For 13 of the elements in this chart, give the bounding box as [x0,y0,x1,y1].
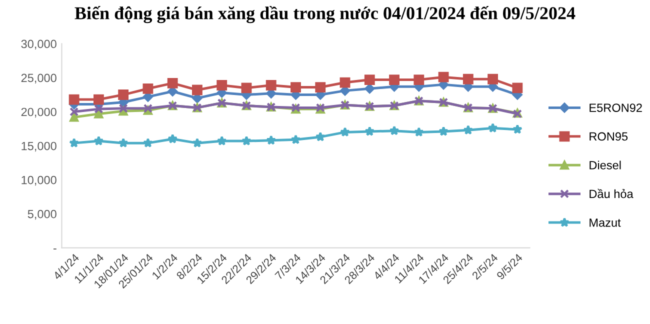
y-tick-label: 15,000 [22,142,56,152]
y-tick-label: 30,000 [21,40,56,50]
legend-label: E5RON92 [590,104,642,112]
y-tick-label: 20,000 [21,108,56,118]
y-tick-label: - [53,248,56,250]
y-tick-label: 5,000 [28,210,56,220]
y-tick-label: 25,000 [21,74,56,84]
legend-label: RON95 [590,132,628,141]
legend-label: Mazut [590,218,621,227]
legend-label: Dầu hỏa [590,188,634,198]
chart-title: Biến động giá bán xăng dầu trong nước 04/01/2024 đến 09/5/2024 [74,6,576,24]
legend-label: Diesel [590,160,621,170]
y-tick-label: 10,000 [22,176,56,186]
